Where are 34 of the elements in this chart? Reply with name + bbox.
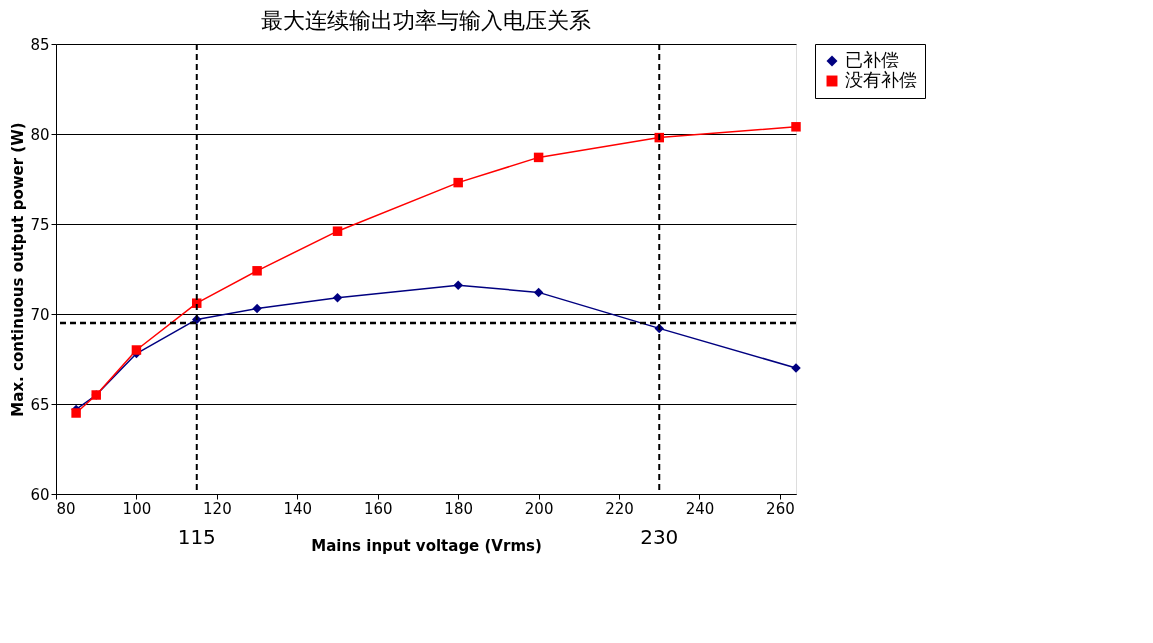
point [71, 408, 81, 418]
point [533, 152, 544, 163]
y-tick-label: 70 [30, 305, 50, 324]
x-tick-label: 160 [363, 499, 393, 518]
point [791, 122, 801, 132]
x-axis-title: Mains input voltage (Vrms) [311, 536, 542, 555]
point [252, 266, 262, 276]
x-tick-label: 200 [524, 499, 554, 518]
legend-label: 没有补偿 [845, 69, 917, 90]
ref-line-label: 230 [640, 525, 679, 549]
point [332, 226, 343, 236]
point [252, 303, 262, 314]
y-tick-label: 85 [30, 35, 50, 54]
point [332, 293, 343, 303]
y-tick-label: 75 [30, 215, 50, 234]
point [533, 287, 544, 298]
x-tick-label: 240 [685, 499, 715, 518]
y-tick-label: 60 [30, 485, 50, 504]
point [453, 177, 463, 188]
point [453, 280, 463, 290]
legend-label: 已补偿 [845, 49, 899, 70]
x-tick-label: 220 [605, 499, 634, 518]
x-tick-label: 180 [444, 499, 473, 518]
y-tick-label: 65 [30, 395, 50, 414]
y-tick-label: 80 [30, 125, 50, 144]
x-tick-label: 140 [283, 499, 313, 518]
point [131, 345, 142, 355]
y-axis-title: Max. continuous output power (W) [9, 122, 28, 417]
x-tick-label: 80 [56, 499, 76, 518]
x-tick-label: 260 [766, 499, 795, 518]
ref-line-label: 115 [177, 525, 216, 549]
x-tick-label: 120 [203, 499, 232, 518]
x-tick-label: 100 [122, 499, 152, 518]
chart-title: 最大连续输出功率与输入电压关系 [261, 8, 591, 33]
